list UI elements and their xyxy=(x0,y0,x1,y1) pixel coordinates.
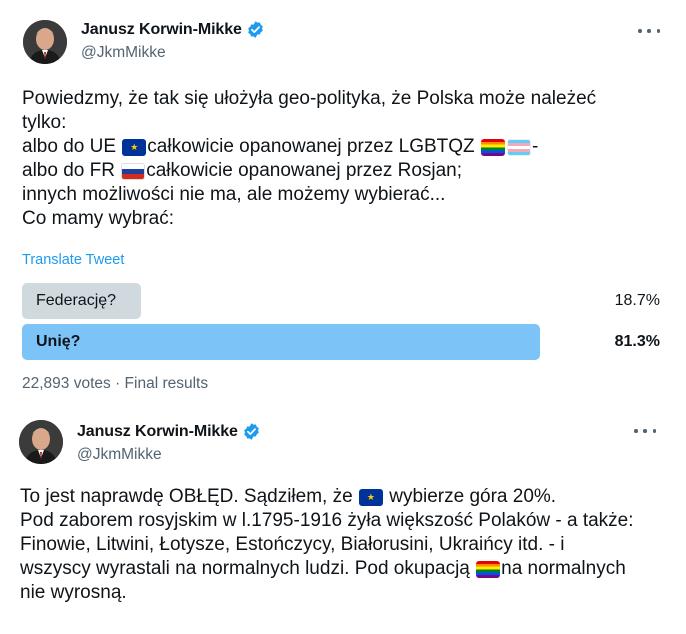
text-line: albo do UE ★ całkowicie opanowanej przez… xyxy=(22,136,539,157)
author-row: Janusz Korwin-Mikke xyxy=(81,20,265,39)
text-line: innych możliwości nie ma, ale możemy wyb… xyxy=(22,184,446,205)
tweet-text: To jest naprawdę OBŁĘD. Sądziłem, że ★ w… xyxy=(20,485,670,605)
avatar-portrait-icon xyxy=(19,420,63,464)
author-handle[interactable]: @JkmMikke xyxy=(77,446,162,463)
text-line: Finowie, Litwini, Łotysze, Estończycy, B… xyxy=(20,534,565,555)
poll-option-percent: 18.7% xyxy=(614,292,660,309)
verified-badge-icon xyxy=(244,423,259,440)
poll-bar xyxy=(22,283,141,319)
poll-option-federacje: Federację? 18.7% xyxy=(22,283,662,319)
more-options-icon[interactable] xyxy=(634,424,656,438)
poll-option-label: Unię? xyxy=(36,333,81,350)
poll-status: Final results xyxy=(124,375,209,392)
more-options-icon[interactable] xyxy=(638,24,660,38)
tweet-poll: Janusz Korwin-Mikke @JkmMikke Powiedzmy,… xyxy=(22,20,662,393)
transgender-flag-icon xyxy=(506,138,531,156)
russia-flag-icon xyxy=(121,162,146,180)
avatar[interactable] xyxy=(19,420,63,464)
eu-flag-icon: ★ xyxy=(358,488,383,506)
text-line: tylko: xyxy=(22,112,67,133)
author-name[interactable]: Janusz Korwin-Mikke xyxy=(81,20,242,38)
poll-votes: 22,893 votes xyxy=(22,375,111,392)
poll-footer: 22,893 votes · Final results xyxy=(22,375,208,393)
avatar[interactable] xyxy=(23,20,67,64)
author-name[interactable]: Janusz Korwin-Mikke xyxy=(77,422,238,440)
text-line: To jest naprawdę OBŁĘD. Sądziłem, że ★ w… xyxy=(20,486,557,507)
text-line: Pod zaborem rosyjskim w l.1795-1916 żyła… xyxy=(20,510,634,531)
poll-bar xyxy=(22,324,540,360)
poll-option-unie: Unię? 81.3% xyxy=(22,324,662,360)
avatar-portrait-icon xyxy=(23,20,67,64)
poll-option-label: Federację? xyxy=(36,292,117,309)
rainbow-flag-icon xyxy=(476,560,501,578)
tweet-reply: Janusz Korwin-Mikke @JkmMikke To jest na… xyxy=(0,410,686,634)
author-handle[interactable]: @JkmMikke xyxy=(81,44,166,61)
text-line: Powiedzmy, że tak się ułożyła geo-polity… xyxy=(22,88,597,109)
translate-tweet-link[interactable]: Translate Tweet xyxy=(22,252,125,268)
eu-flag-icon: ★ xyxy=(122,138,147,156)
separator: · xyxy=(115,375,125,392)
text-line: nie wyrosną. xyxy=(20,582,127,603)
tweet-text: Powiedzmy, że tak się ułożyła geo-polity… xyxy=(22,87,662,231)
text-line: Co mamy wybrać: xyxy=(22,208,175,229)
verified-badge-icon xyxy=(248,21,263,38)
rainbow-flag-icon xyxy=(480,138,505,156)
text-line: wszyscy wyrastali na normalnych ludzi. P… xyxy=(20,558,626,579)
poll-option-percent: 81.3% xyxy=(614,333,660,350)
text-line: albo do FR całkowicie opanowanej przez R… xyxy=(22,160,463,181)
author-row: Janusz Korwin-Mikke xyxy=(77,422,261,441)
